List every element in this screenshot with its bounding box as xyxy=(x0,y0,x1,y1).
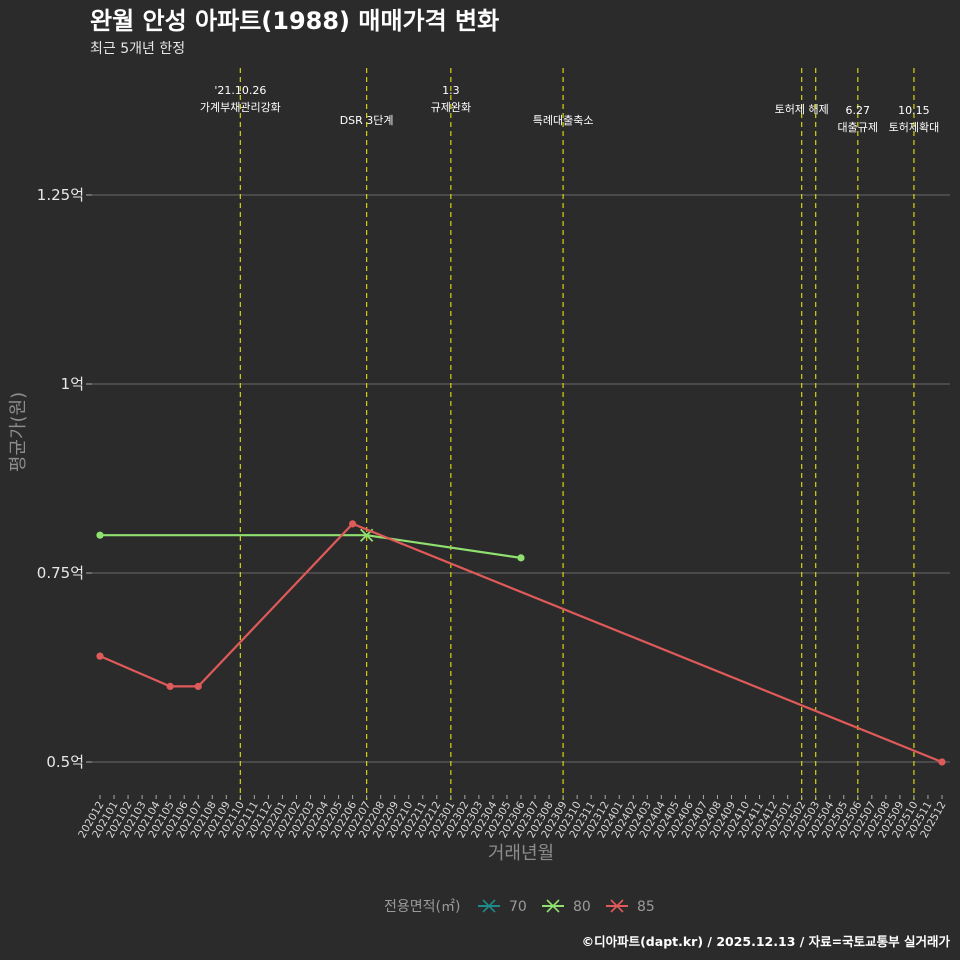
legend-item-85: 85 xyxy=(606,899,655,915)
y-tick-label: 1.25억 xyxy=(37,186,84,204)
x-axis-title: 거래년월 xyxy=(488,843,554,864)
source-caption: ©디아파트(dapt.kr) / 2025.12.13 / 자료=국토교통부 실… xyxy=(582,934,951,949)
legend-label: 80 xyxy=(573,899,591,915)
y-tick-label: 1억 xyxy=(61,375,84,393)
legend-item-70: 70 xyxy=(478,899,527,915)
data-point xyxy=(349,520,357,528)
legend-item-80: 80 xyxy=(542,899,591,915)
event-label: 토허제확대 xyxy=(889,121,940,134)
x-axis: 2020122021012021022021032021042021052021… xyxy=(76,795,949,840)
legend-label: 70 xyxy=(509,899,527,915)
legend-title: 전용면적(㎡) xyxy=(384,899,460,915)
legend-swatch-cross xyxy=(546,899,560,913)
data-point xyxy=(517,554,525,562)
data-point xyxy=(194,682,202,691)
legend-swatch-cross xyxy=(610,899,624,913)
y-tick-label: 0.5억 xyxy=(46,753,84,771)
data-point xyxy=(96,652,104,660)
event-label: DSR 3단계 xyxy=(340,114,394,127)
legend-label: 85 xyxy=(637,899,655,915)
chart-subtitle: 최근 5개년 한정 xyxy=(90,41,185,57)
data-point xyxy=(96,531,104,539)
event-label: 규제완화 xyxy=(431,101,471,114)
y-axis-title: 평균가(원) xyxy=(8,392,29,472)
event-label: 가계부채관리강화 xyxy=(200,101,281,114)
grid xyxy=(92,194,950,763)
event-label: 토허제 해제 xyxy=(775,102,829,116)
data-point xyxy=(166,682,174,691)
y-axis: 0.5억 0.75억 1억 1.25억 xyxy=(37,186,92,771)
series-line-80 xyxy=(100,534,522,559)
event-label: 대출규제 xyxy=(838,121,878,134)
series xyxy=(96,520,946,766)
event-label: 1.3 xyxy=(442,84,460,97)
event-label: 6.27 xyxy=(846,104,871,117)
y-tick-label: 0.75억 xyxy=(37,564,84,582)
chart-title: 완월 안성 아파트(1988) 매매가격 변화 xyxy=(90,7,499,35)
data-point xyxy=(938,758,946,766)
event-label: 10.15 xyxy=(898,104,930,117)
event-label: '21.10.26 xyxy=(214,84,266,97)
legend-swatch-cross xyxy=(482,899,496,913)
legend: 전용면적(㎡) 70 80 85 xyxy=(384,899,655,915)
event-label: 특례대출축소 xyxy=(533,114,594,127)
